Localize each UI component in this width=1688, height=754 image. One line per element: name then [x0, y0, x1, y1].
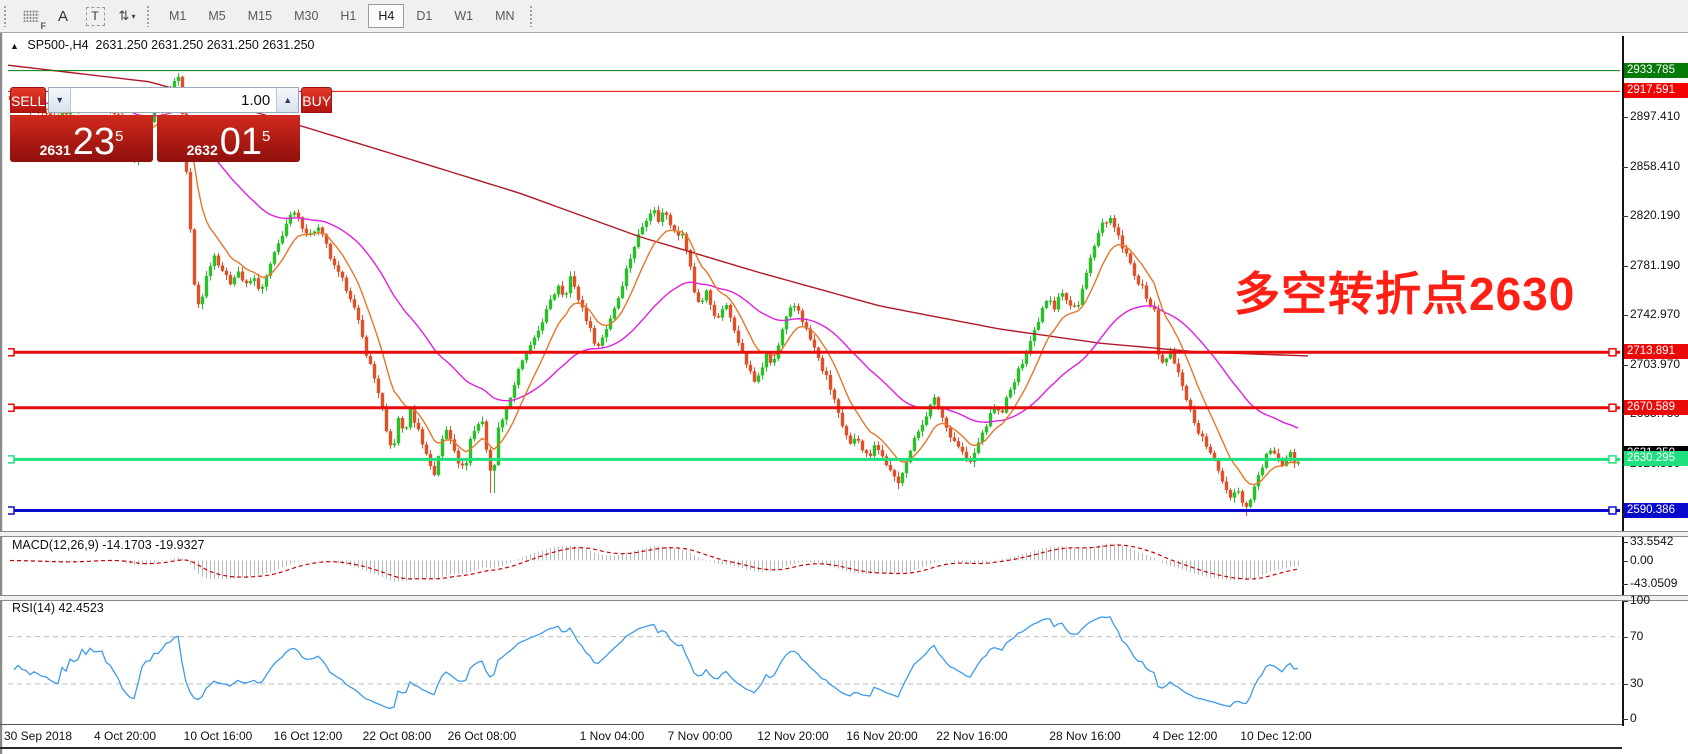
buy-price-display[interactable]: 2632 01 5 — [157, 115, 300, 162]
buy-button[interactable]: BUY — [301, 87, 333, 113]
sell-price-main: 23 — [72, 121, 116, 163]
timeframe-H4[interactable]: H4 — [368, 4, 405, 28]
timeframe-MN[interactable]: MN — [495, 9, 515, 23]
arrow-objects-icon[interactable]: ⇅ ▾ — [114, 4, 140, 28]
timeframe-M30[interactable]: M30 — [294, 9, 319, 23]
dots-grid-icon — [23, 10, 39, 22]
text-box-icon[interactable]: T — [82, 4, 108, 28]
indicator-template-icon[interactable]: F — [18, 4, 47, 31]
ohlc-values: 2631.250 2631.250 2631.250 2631.250 — [95, 38, 315, 52]
sell-price-display[interactable]: 2631 23 5 — [10, 115, 153, 162]
toolbar-grip[interactable] — [146, 5, 151, 27]
timeframe-M15[interactable]: M15 — [247, 9, 273, 23]
sell-button[interactable]: SELL — [10, 87, 47, 113]
chart-window: ▲ SP500-,H4 2631.250 2631.250 2631.250 2… — [0, 32, 1688, 754]
timeframe-H1[interactable]: H1 — [340, 9, 357, 23]
arrows-glyph: ⇅ — [118, 8, 130, 23]
t-letter: T — [85, 6, 105, 26]
timeframe-W1[interactable]: W1 — [454, 9, 474, 23]
buy-price-sup: 5 — [262, 128, 271, 145]
timeframe-M5[interactable]: M5 — [208, 9, 226, 23]
symbol-title: SP500-,H4 — [27, 38, 89, 52]
text-label-icon[interactable]: A — [57, 7, 68, 25]
sell-price-sup: 5 — [115, 128, 124, 145]
timeframe-bar: M1 M5 M15 M30 H1 H4 D1 W1 MN — [158, 0, 526, 32]
volume-decrease-button[interactable]: ▼ — [49, 88, 72, 112]
volume-increase-button[interactable]: ▲ — [276, 88, 299, 112]
timeframe-D1[interactable]: D1 — [416, 9, 433, 23]
sell-price-prefix: 2631 — [39, 142, 71, 158]
buy-price-prefix: 2632 — [186, 142, 218, 158]
timeframe-M1[interactable]: M1 — [169, 9, 187, 23]
one-click-trading-panel: SELL ▼ ▲ BUY 2631 23 5 2632 01 5 — [10, 87, 333, 162]
volume-control: ▼ ▲ — [48, 87, 300, 113]
toolbar-grip[interactable] — [528, 5, 534, 27]
f-letter: F — [40, 21, 47, 31]
collapse-icon[interactable]: ▲ — [10, 41, 19, 51]
chevron-down-icon: ▾ — [131, 11, 136, 21]
volume-input[interactable] — [71, 88, 277, 112]
toolbar: F A T ⇅ ▾ M1 M5 M15 M30 H1 H4 D1 W1 MN — [0, 0, 1688, 33]
chart-header: ▲ SP500-,H4 2631.250 2631.250 2631.250 2… — [10, 38, 314, 52]
toolbar-grip[interactable] — [3, 5, 8, 27]
buy-price-main: 01 — [219, 121, 263, 163]
